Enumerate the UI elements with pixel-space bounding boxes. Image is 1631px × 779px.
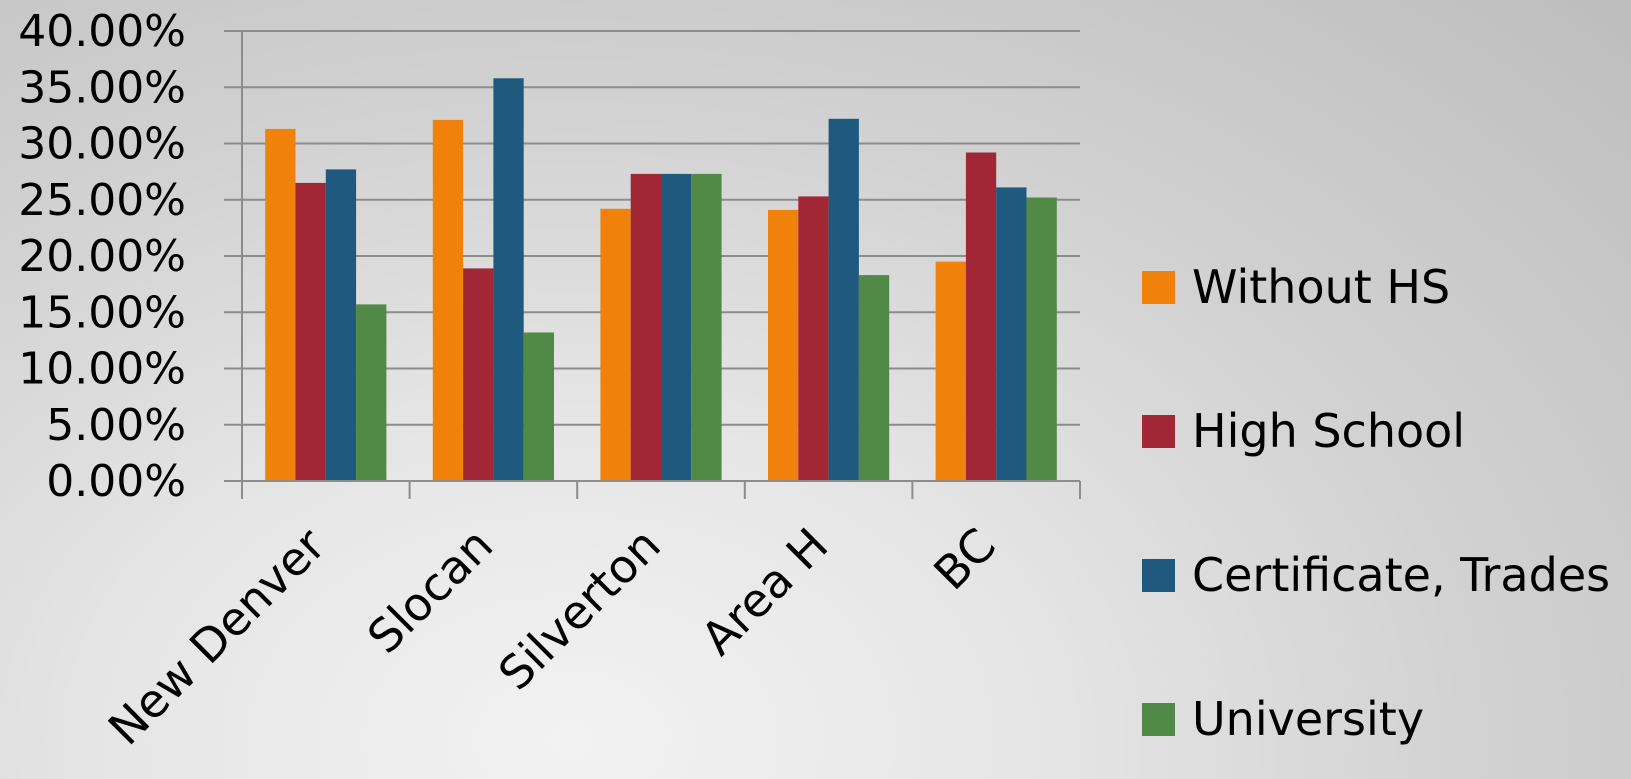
x-category-label: BC (923, 518, 1006, 601)
bar-high-school-area-h (798, 196, 829, 481)
legend: Without HS High School Certificate, Trades… (1142, 260, 1610, 746)
bar-certificate-trades-slocan (493, 78, 524, 482)
bar-high-school-silverton (630, 173, 661, 481)
bar-certificate-trades-bc (996, 187, 1027, 481)
bar-without-hs-slocan (432, 119, 464, 482)
bar-university-bc (1026, 197, 1057, 481)
x-category-label: Area H (691, 518, 839, 666)
legend-label: Certificate, Trades (1192, 548, 1610, 602)
y-tick-label: 35.00% (18, 62, 186, 113)
bar-university-slocan (523, 332, 554, 481)
legend-label: University (1192, 692, 1424, 746)
y-tick-label: 25.00% (18, 175, 186, 226)
bar-university-area-h (858, 275, 890, 481)
bar-without-hs-area-h (768, 209, 799, 481)
bar-certificate-trades-new-denver (325, 169, 357, 481)
bar-certificate-trades-silverton (661, 173, 692, 481)
y-tick-label: 0.00% (46, 456, 186, 507)
bar-high-school-bc (965, 152, 997, 481)
legend-swatch (1142, 703, 1175, 736)
legend-swatch (1142, 559, 1175, 592)
bar-high-school-new-denver (295, 182, 326, 481)
bar-university-new-denver (356, 304, 387, 481)
bar-without-hs-silverton (600, 208, 631, 482)
y-axis-tick-labels: 0.00%5.00%10.00% 15.00%20.00%25.00%30.00%… (18, 6, 186, 507)
legend-label: High School (1192, 404, 1465, 458)
y-tick-label: 40.00% (18, 6, 186, 57)
bars (265, 78, 1057, 482)
x-category-label: New Denver (98, 518, 336, 756)
legend-swatch (1142, 271, 1175, 304)
bar-without-hs-bc (935, 261, 966, 481)
y-tick-label: 5.00% (46, 400, 186, 451)
bar-university-silverton (691, 173, 722, 481)
bar-high-school-slocan (463, 268, 494, 481)
y-tick-label: 20.00% (18, 231, 186, 282)
x-category-label: Silverton (488, 518, 671, 701)
y-tick-label: 10.00% (18, 344, 186, 395)
y-tick-label: 30.00% (18, 119, 186, 170)
legend-label: Without HS (1192, 260, 1450, 314)
bar-without-hs-new-denver (265, 128, 296, 481)
axes (224, 30, 1081, 499)
y-tick-label: 15.00% (18, 287, 186, 338)
legend-swatch (1142, 415, 1175, 448)
x-category-label: Slocan (357, 518, 503, 664)
bar-certificate-trades-area-h (828, 118, 859, 482)
